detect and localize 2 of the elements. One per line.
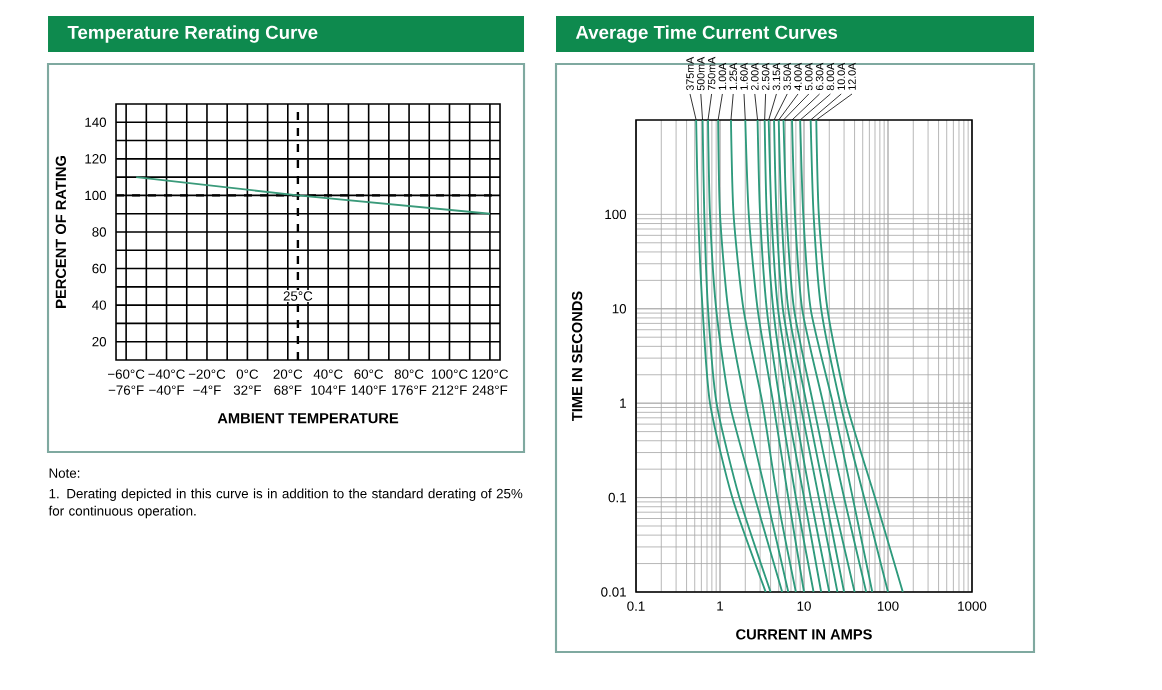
chart-title: Temperature Rerating Curve — [67, 25, 318, 43]
chart-title: Average Time Current Curves — [575, 25, 838, 43]
